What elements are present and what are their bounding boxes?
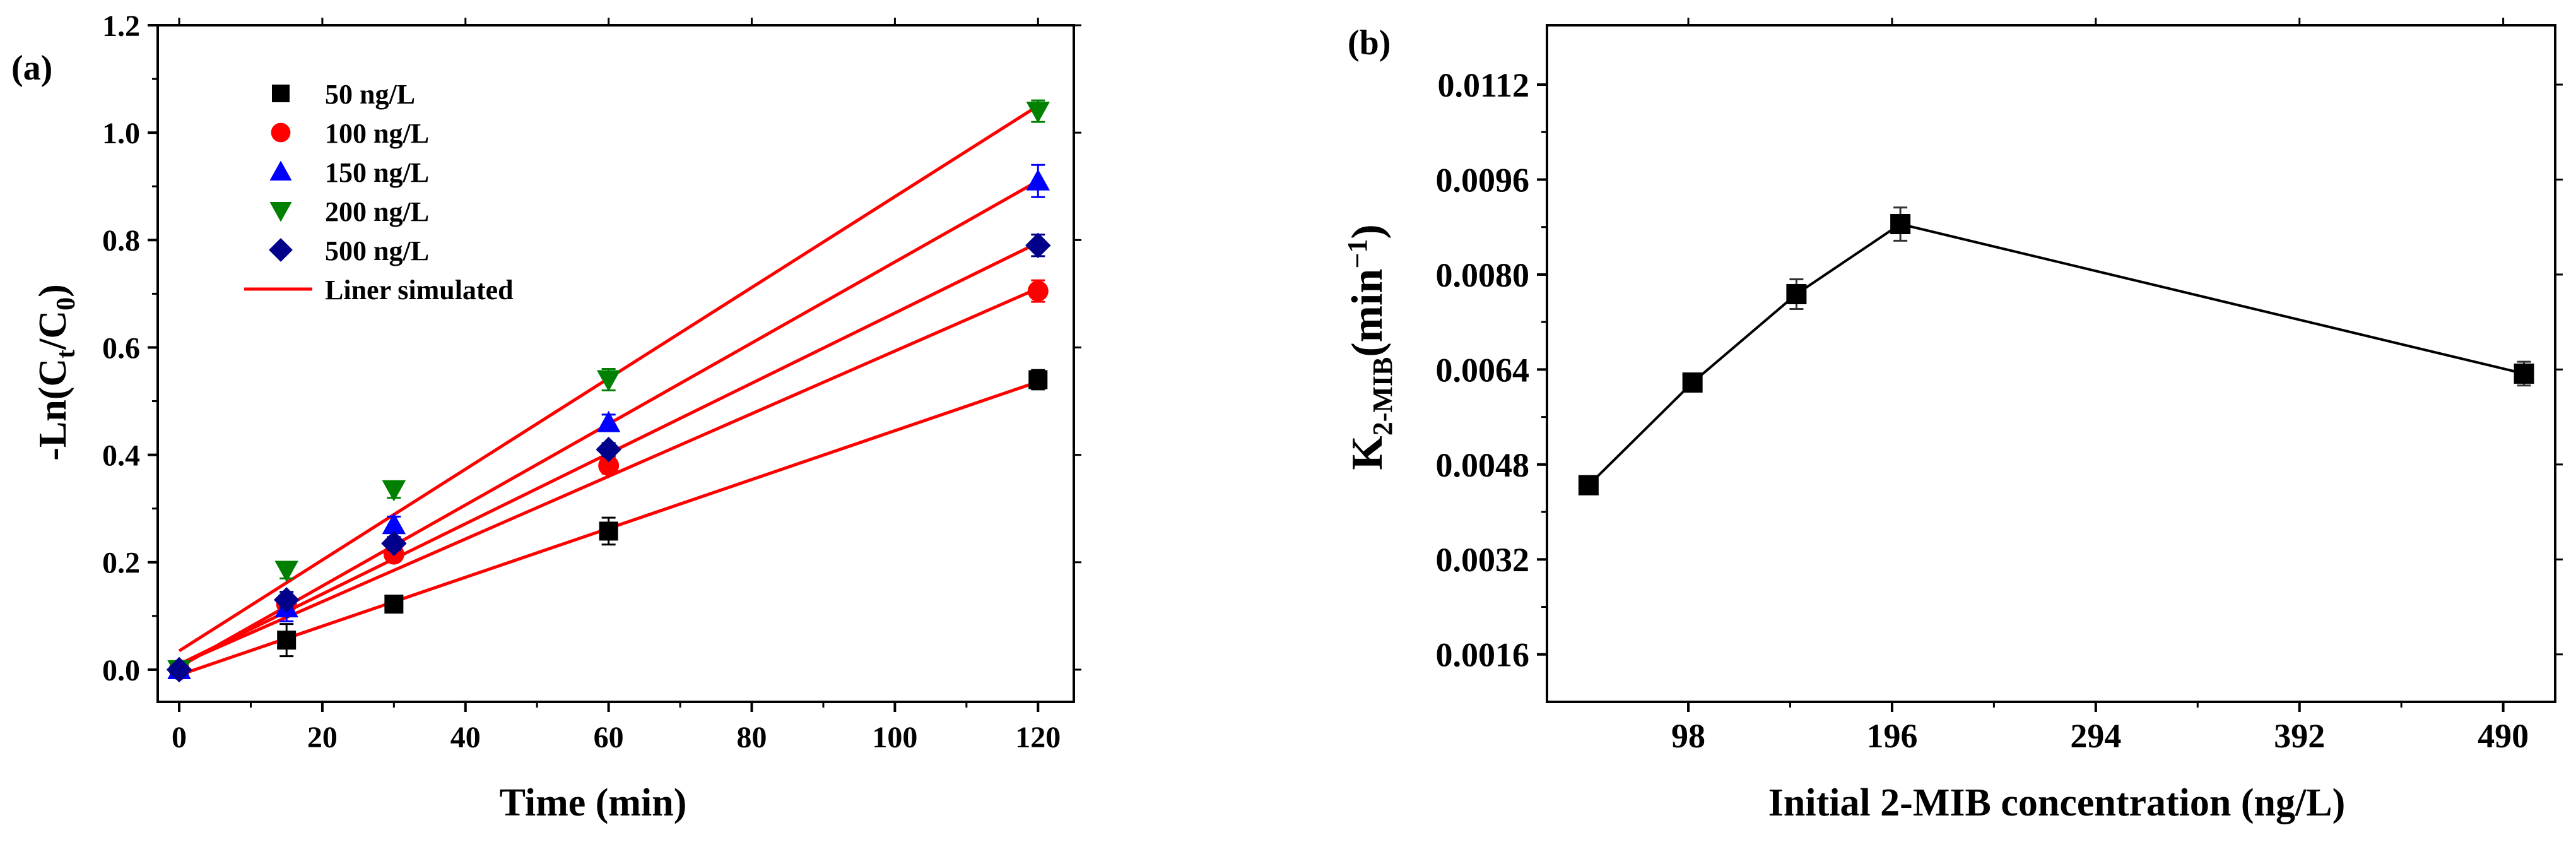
panel-a-y-tick-label: 0.2 <box>102 547 140 580</box>
data-point <box>1026 102 1050 123</box>
data-point <box>599 521 618 541</box>
panel-b-axes: 98 196 294 392 490 0.0016 0.0032 0.0048 0.0064 0.… <box>1436 18 2563 755</box>
panel-b-x-tick-label: 98 <box>1671 717 1705 755</box>
data-point <box>1578 475 1599 495</box>
series-line <box>1587 222 2525 487</box>
panel-a-axes: 0 20 40 60 80 100 120 0.0 0.2 0.4 0.6 0.8 1.0 1.2 <box>102 9 1081 754</box>
data-point <box>1027 280 1049 302</box>
legend-marker <box>271 122 291 143</box>
panel-b-data-points <box>1578 206 2534 495</box>
data-point <box>382 480 406 502</box>
ylabel-subscript-0: 0 <box>52 297 81 311</box>
ylabel-superscript: −1 <box>1342 239 1373 269</box>
data-point <box>381 530 407 557</box>
panel-a-chart: (a) 0 20 40 60 80 100 120 0.0 0.2 0.4 0.6 0.8 1.0 1.2… <box>11 9 1081 824</box>
ylabel-part: (min <box>1343 269 1392 357</box>
ylabel-part: ) <box>32 284 74 297</box>
panel-a-plot-frame <box>156 24 1075 703</box>
data-point <box>1028 370 1048 389</box>
data-point <box>1786 283 1807 304</box>
panel-a-x-tick-label: 20 <box>307 721 338 754</box>
panel-a-data-points <box>166 99 1051 683</box>
legend-label: 50 ng/L <box>325 79 415 110</box>
panel-b-x-tick-label: 196 <box>1866 717 1917 755</box>
panel-b-y-tick-label: 0.0112 <box>1437 66 1529 104</box>
legend-label: 100 ng/L <box>325 118 429 149</box>
panel-b-x-tick-label: 392 <box>2274 717 2325 755</box>
panel-b-chart: (b) 98 196 294 392 490 0.0016 0.0032 0.0048 0.00… <box>1342 18 2563 824</box>
data-point <box>1682 372 1703 393</box>
panel-a-x-tick-label: 80 <box>737 721 767 754</box>
legend-marker <box>272 85 290 102</box>
legend-label: 150 ng/L <box>325 157 429 188</box>
panel-b-y-tick-label: 0.0016 <box>1436 636 1530 674</box>
data-point <box>274 560 298 583</box>
panel-b-x-tick-label: 490 <box>2478 717 2529 755</box>
panel-b-y-tick-label: 0.0080 <box>1436 256 1530 294</box>
data-point <box>384 595 404 614</box>
panel-a-x-tick-label: 100 <box>872 721 917 754</box>
data-point <box>598 455 620 477</box>
panel-a-x-tick-label: 40 <box>450 721 481 754</box>
panel-a-y-tick-label: 1.0 <box>102 117 140 150</box>
data-point <box>382 513 406 535</box>
ylabel-subscript-t: t <box>52 350 81 359</box>
ylabel-part: K <box>1343 436 1392 470</box>
series-500-ng-L <box>166 232 1051 683</box>
data-point <box>273 587 300 613</box>
data-point <box>166 656 192 683</box>
panel-a-y-axis-title: -Ln(Ct/C0) <box>32 284 81 461</box>
panel-a-x-tick-label: 0 <box>172 721 187 754</box>
legend-label: 200 ng/L <box>325 196 429 227</box>
data-point <box>277 631 297 650</box>
ylabel-subscript: 2-MIB <box>1367 357 1398 436</box>
data-point <box>1890 214 1911 235</box>
data-point <box>596 436 621 463</box>
panel-b-y-tick-label: 0.0032 <box>1436 541 1530 579</box>
data-point <box>1026 169 1050 191</box>
panel-a-legend: 50 ng/L 100 ng/L 150 ng/L 200 ng/L 500 ng/L L… <box>244 79 514 305</box>
panel-a-y-tick-label: 0.0 <box>102 654 140 687</box>
legend-label: Liner simulated <box>325 275 514 305</box>
data-point <box>1025 232 1051 259</box>
ylabel-part: -Ln(C <box>32 359 74 461</box>
panel-a-y-tick-label: 1.2 <box>102 9 140 43</box>
panel-a-x-tick-label: 60 <box>594 721 624 754</box>
fit-line <box>179 287 1039 666</box>
panel-a-x-tick-label: 120 <box>1015 721 1061 754</box>
panel-a-y-tick-label: 0.6 <box>102 331 140 365</box>
panel-a-y-tick-label: 0.8 <box>102 224 140 258</box>
panel-a-x-axis-title: Time (min) <box>500 781 687 824</box>
data-point <box>596 410 621 432</box>
data-point <box>2514 363 2534 384</box>
panel-b-x-axis-title: Initial 2-MIB concentration (ng/L) <box>1768 781 2345 824</box>
legend-marker <box>269 160 292 181</box>
legend-label: 500 ng/L <box>325 235 429 266</box>
panel-b-label: (b) <box>1348 23 1391 62</box>
panel-b-y-tick-label: 0.0096 <box>1436 161 1530 199</box>
panel-a-y-tick-label: 0.4 <box>102 439 140 472</box>
panel-a-label: (a) <box>11 49 52 88</box>
legend-marker <box>269 202 292 222</box>
data-point <box>596 370 621 392</box>
panel-b-y-tick-label: 0.0064 <box>1436 351 1530 389</box>
ylabel-part: /C <box>32 311 74 350</box>
series-200-ng-L <box>167 99 1050 682</box>
ylabel-part: ) <box>1343 224 1392 239</box>
panel-b-plot-frame <box>1546 24 2556 703</box>
panel-b-x-tick-label: 294 <box>2070 717 2121 755</box>
panel-b-y-tick-label: 0.0048 <box>1436 446 1530 484</box>
panel-b-y-axis-title: K2-MIB(min−1) <box>1342 224 1398 470</box>
legend-marker <box>269 238 293 262</box>
